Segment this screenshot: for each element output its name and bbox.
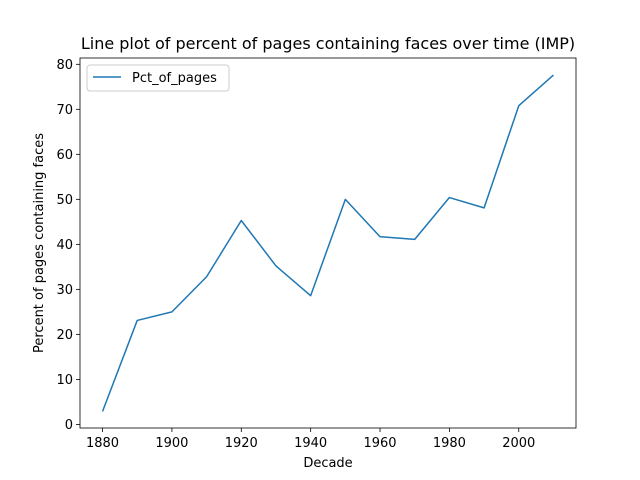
x-tick-label: 1960	[363, 436, 396, 451]
y-tick-label: 40	[56, 238, 73, 253]
series-line-0	[101, 74, 554, 412]
plot-frame	[79, 57, 577, 429]
x-tick-label: 1980	[433, 436, 466, 451]
y-axis-label: Percent of pages containing faces	[32, 133, 47, 353]
x-axis-label: Decade	[303, 456, 352, 471]
series-layer	[101, 74, 554, 412]
legend: Pct_of_pages	[86, 64, 230, 92]
plot-area	[80, 58, 576, 428]
legend-box	[86, 64, 230, 92]
legend-entry-label: Pct_of_pages	[132, 71, 217, 86]
y-axis-ticks: 0 10 20 30 40 50 60 70 80	[56, 58, 80, 433]
chart-title: Line plot of percent of pages containing…	[81, 34, 575, 53]
y-tick-label: 70	[56, 103, 73, 118]
y-tick-label: 50	[56, 193, 73, 208]
y-tick-label: 60	[56, 148, 73, 163]
x-tick-label: 2000	[502, 436, 535, 451]
y-tick-label: 20	[56, 328, 73, 343]
x-tick-label: 1920	[225, 436, 258, 451]
y-tick-label: 10	[56, 373, 73, 388]
x-tick-label: 1880	[86, 436, 119, 451]
y-tick-label: 30	[56, 283, 73, 298]
y-tick-label: 80	[56, 58, 73, 73]
y-tick-label: 0	[65, 418, 73, 433]
x-tick-label: 1940	[294, 436, 327, 451]
x-axis-ticks: 1880 1900 1920 1940 1960 1980 2000	[86, 428, 535, 451]
x-tick-label: 1900	[155, 436, 188, 451]
